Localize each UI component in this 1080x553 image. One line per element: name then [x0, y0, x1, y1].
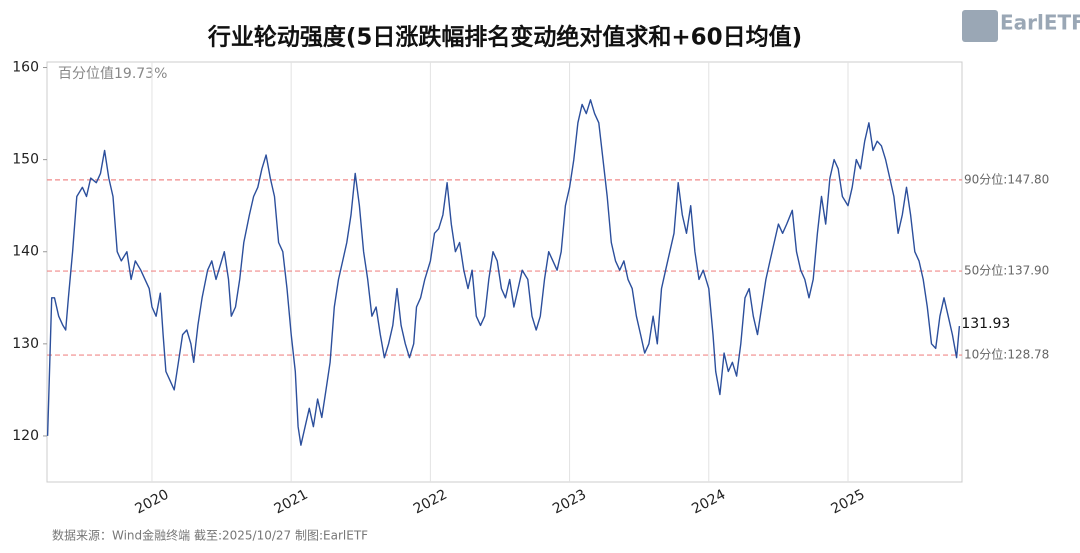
line-series [46, 99, 961, 446]
y-tick-label: 150 [12, 152, 39, 168]
logo-icon [962, 10, 998, 42]
y-tick-label: 140 [12, 244, 39, 260]
x-tick-label: 2022 [411, 487, 450, 518]
source: 数据来源：Wind金融终端 截至:2025/10/27 制图:EarlETF [52, 528, 368, 543]
reference-label: 10分位:128.78 [964, 347, 1049, 362]
annotation: 百分位值19.73% [58, 66, 167, 82]
chart-title: 行业轮动强度(5日涨跌幅排名变动绝对值求和+60日均值) [207, 24, 802, 51]
x-tick-label: 2021 [272, 487, 311, 518]
end-value-label: 131.93 [961, 316, 1010, 332]
x-tick-label: 2024 [689, 487, 728, 518]
y-tick-label: 120 [12, 428, 39, 444]
x-tick-label: 2023 [550, 487, 589, 518]
plot-area [46, 61, 963, 483]
y-tick-label: 130 [12, 336, 39, 352]
x-tick-label: 2020 [132, 487, 171, 518]
reference-label: 90分位:147.80 [964, 171, 1049, 186]
logo: EarlETF [1000, 11, 1080, 35]
x-tick-label: 2025 [829, 487, 868, 518]
y-tick-label: 160 [12, 60, 39, 76]
reference-label: 50分位:137.90 [964, 263, 1049, 278]
